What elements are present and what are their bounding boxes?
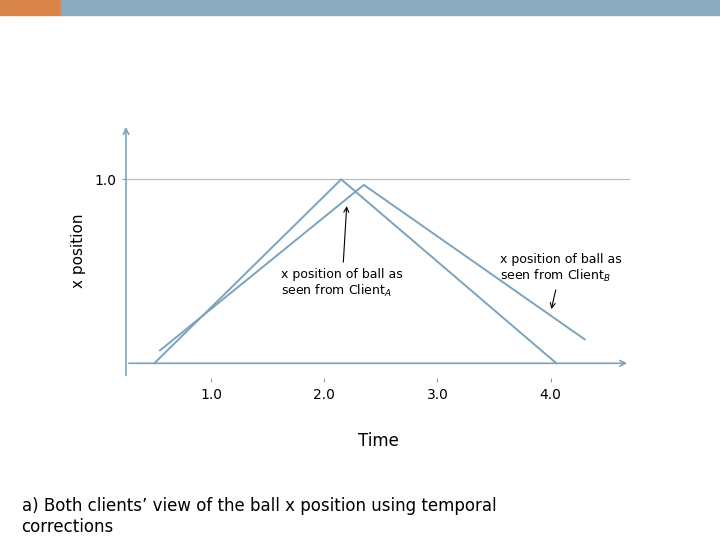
Text: a) Both clients’ view of the ball x position using temporal
corrections: a) Both clients’ view of the ball x posi… xyxy=(22,497,496,536)
Text: x position of ball as
seen from Client$_A$: x position of ball as seen from Client$_… xyxy=(282,207,403,299)
Text: x position of ball as
seen from Client$_B$: x position of ball as seen from Client$_… xyxy=(500,253,621,308)
Text: Time: Time xyxy=(358,432,398,450)
Y-axis label: x position: x position xyxy=(71,214,86,288)
